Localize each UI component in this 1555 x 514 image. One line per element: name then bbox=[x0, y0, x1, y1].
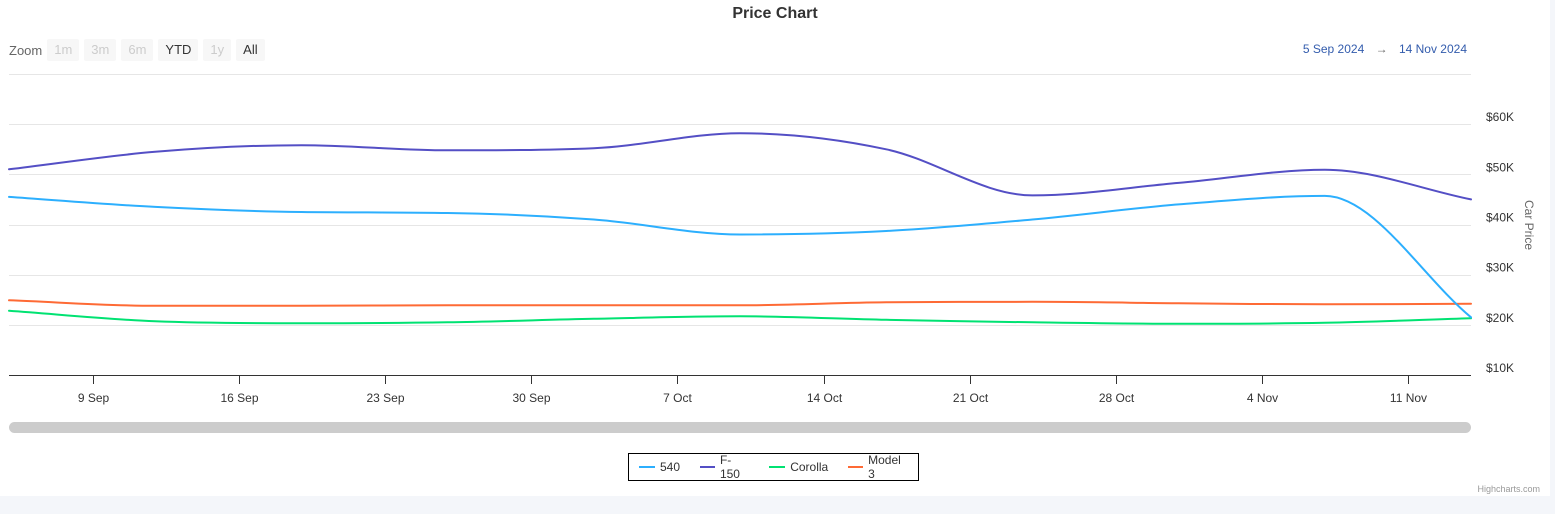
series-line-f-150[interactable] bbox=[8, 132, 1472, 201]
x-tick-label: 21 Oct bbox=[953, 391, 989, 405]
legend-label: Corolla bbox=[790, 460, 829, 474]
y-tick-label: $10K bbox=[1486, 361, 1514, 375]
x-tick-label: 14 Oct bbox=[807, 391, 843, 405]
chart-container: Price Chart Zoom 1m 3m 6m YTD 1y All 5 S… bbox=[0, 0, 1550, 496]
zoom-toolbar: Zoom 1m 3m 6m YTD 1y All bbox=[9, 39, 270, 61]
x-tick-label: 7 Oct bbox=[663, 391, 692, 405]
y-axis-title: Car Price bbox=[1522, 200, 1536, 250]
grid-lines bbox=[9, 74, 1471, 326]
legend-swatch-icon bbox=[700, 466, 715, 468]
x-tick-label: 30 Sep bbox=[512, 391, 550, 405]
legend-item-model-3[interactable]: Model 3 bbox=[848, 453, 908, 481]
range-arrow: → bbox=[1375, 42, 1388, 56]
y-tick-label: $40K bbox=[1486, 211, 1514, 225]
credits-link[interactable]: Highcharts.com bbox=[1477, 484, 1540, 494]
series-line-model-3[interactable] bbox=[8, 299, 1472, 307]
series-line-corolla[interactable] bbox=[8, 309, 1472, 325]
range-from-date[interactable]: 5 Sep 2024 bbox=[1302, 42, 1365, 56]
series-line-540[interactable] bbox=[8, 194, 1472, 319]
zoom-all-button[interactable]: All bbox=[236, 39, 265, 61]
range-to-date[interactable]: 14 Nov 2024 bbox=[1398, 42, 1467, 56]
zoom-ytd-button[interactable]: YTD bbox=[158, 39, 199, 61]
x-tick-label: 23 Sep bbox=[366, 391, 404, 405]
legend: 540 F-150 Corolla Model 3 bbox=[628, 453, 919, 481]
legend-swatch-icon bbox=[769, 466, 786, 468]
zoom-3m-button: 3m bbox=[84, 39, 117, 61]
x-tick-label: 28 Oct bbox=[1099, 391, 1135, 405]
legend-label: F-150 bbox=[719, 453, 740, 481]
y-axis: $10K $20K $30K $40K $50K $60K bbox=[1486, 110, 1514, 375]
chart-title: Price Chart bbox=[732, 5, 818, 22]
legend-item-f150[interactable]: F-150 bbox=[700, 453, 749, 481]
zoom-1y-button: 1y bbox=[203, 39, 232, 61]
zoom-label: Zoom bbox=[9, 42, 43, 58]
y-tick-label: $60K bbox=[1486, 110, 1514, 124]
x-tick-label: 16 Sep bbox=[220, 391, 258, 405]
date-range-display: 5 Sep 2024 → 14 Nov 2024 bbox=[1303, 42, 1467, 56]
x-tick-label: 9 Sep bbox=[78, 391, 110, 405]
zoom-1m-button: 1m bbox=[47, 39, 80, 61]
x-tick-label: 11 Nov bbox=[1390, 391, 1427, 405]
legend-swatch-icon bbox=[848, 466, 864, 468]
y-tick-label: $20K bbox=[1486, 311, 1514, 325]
x-axis: 9 Sep 16 Sep 23 Sep 30 Sep 7 Oct 14 Oct 21 Oct… bbox=[9, 375, 1471, 405]
legend-label: 540 bbox=[660, 460, 681, 474]
series-lines bbox=[8, 132, 1472, 325]
legend-swatch-icon bbox=[639, 466, 655, 468]
plot-area: $10K $20K $30K $40K $50K $60K 9 Sep 16 Sep 23 S… bbox=[8, 74, 1536, 433]
zoom-6m-button: 6m bbox=[121, 39, 154, 61]
y-tick-label: $50K bbox=[1486, 160, 1514, 174]
legend-item-540[interactable]: 540 bbox=[639, 460, 680, 474]
y-tick-label: $30K bbox=[1486, 261, 1514, 275]
navigator-scrollbar[interactable] bbox=[9, 422, 1471, 433]
legend-item-corolla[interactable]: Corolla bbox=[769, 460, 828, 474]
x-tick-label: 4 Nov bbox=[1247, 391, 1278, 405]
legend-label: Model 3 bbox=[868, 453, 901, 481]
